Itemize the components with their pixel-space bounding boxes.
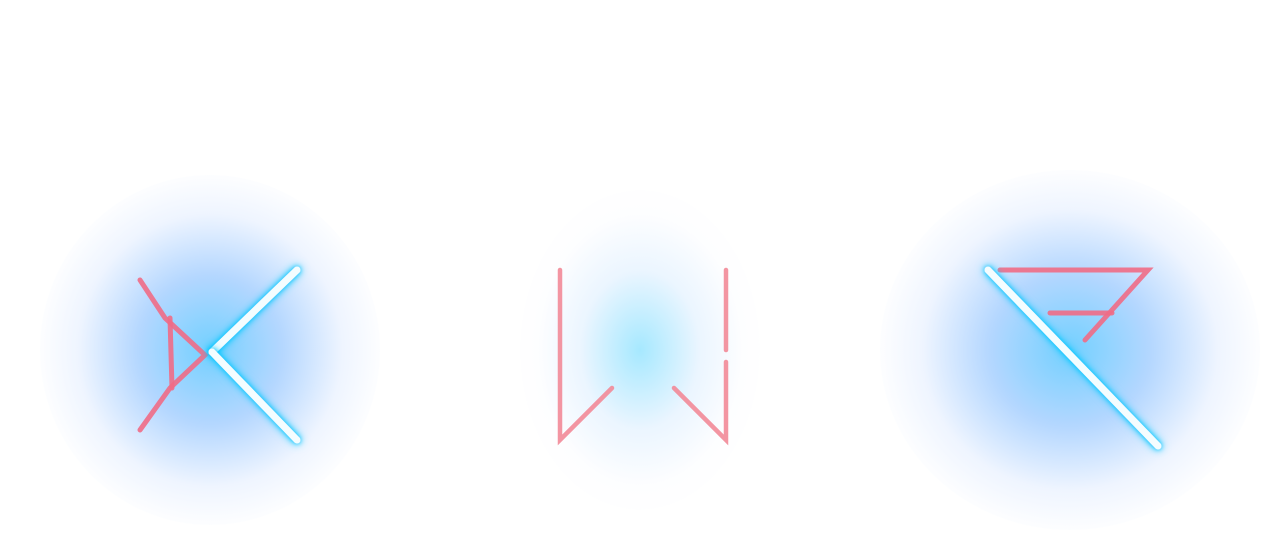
k-upper-diagonal xyxy=(208,266,301,356)
n-diagonal xyxy=(984,266,1162,450)
k-lower-diagonal xyxy=(208,348,301,444)
bar-left-bracket xyxy=(557,267,615,446)
k-pink-stroke xyxy=(167,315,175,391)
bar-right-bracket xyxy=(671,359,729,446)
k-pink-stroke xyxy=(137,277,209,433)
n-pink-stroke xyxy=(997,267,1154,343)
